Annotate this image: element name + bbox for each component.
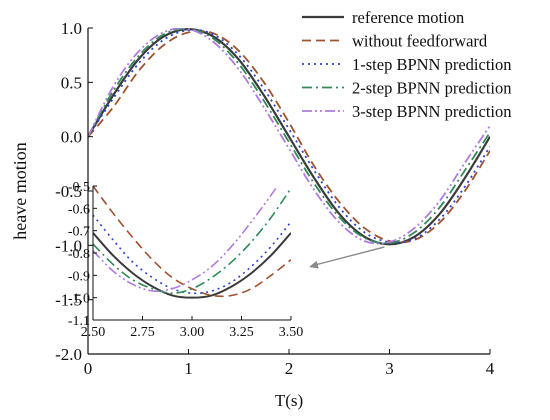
inset-y-tick-label: -0.5: [68, 180, 90, 195]
legend-label: without feedforward: [352, 32, 488, 51]
legend-label: 1-step BPNN prediction: [352, 55, 511, 74]
legend-label: reference motion: [352, 8, 464, 27]
legend-item: without feedforward: [302, 32, 488, 51]
legend-item: 1-step BPNN prediction: [302, 55, 511, 74]
inset-x-tick-label: 2.50: [81, 325, 106, 340]
x-tick-label: 4: [486, 359, 495, 378]
inset-y-tick-label: -0.7: [68, 225, 90, 240]
x-tick-label: 1: [184, 359, 193, 378]
y-tick-label: -1.0: [55, 236, 82, 255]
inset-background: [93, 186, 291, 320]
inset-zoom-plot: 2.50 2.75 3.00 3.25 3.50 -1.1 -1.0 -0.9 -0.8 -0.7…: [68, 180, 385, 340]
y-tick-label: 0.0: [61, 128, 82, 147]
x-tick-label: 2: [285, 359, 294, 378]
inset-y-tick-label: -0.9: [68, 269, 90, 284]
y-axis-label: heave motion: [10, 142, 30, 239]
x-tick-label: 3: [385, 359, 394, 378]
x-axis-label: T(s): [275, 391, 303, 410]
inset-x-tick-label: 3.50: [279, 325, 304, 340]
inset-series-line-3: [93, 187, 291, 295]
x-tick-label: 0: [84, 359, 93, 378]
series-line-1: [88, 30, 490, 244]
inset-y-tick-label: -0.6: [68, 202, 90, 217]
legend-item: reference motion: [302, 8, 464, 27]
inset-series-line-2: [93, 214, 291, 295]
y-tick-label: -2.0: [55, 345, 82, 364]
y-tick-label: -0.5: [55, 182, 82, 201]
legend: reference motion without feedforward 1-ste…: [302, 8, 511, 121]
legend-label: 2-step BPNN prediction: [352, 79, 511, 98]
inset-y-tick-label: -1.0: [68, 292, 90, 307]
series-line-4: [88, 28, 490, 245]
inset-x-tick-label: 3.00: [180, 325, 205, 340]
legend-label: 3-step BPNN prediction: [352, 102, 511, 121]
y-tick-label: 0.5: [61, 73, 82, 92]
y-tick-label: -1.5: [55, 291, 82, 310]
y-tick-label: 1.0: [61, 19, 82, 38]
legend-item: 2-step BPNN prediction: [302, 79, 511, 98]
legend-item: 3-step BPNN prediction: [302, 102, 511, 121]
inset-x-tick-label: 2.75: [130, 325, 155, 340]
inset-y-tick-label: -1.1: [68, 314, 90, 329]
inset-series-line-4: [93, 186, 279, 292]
inset-series-line-0: [93, 232, 291, 299]
inset-y-tick-label: -0.8: [68, 247, 90, 262]
zoom-pointer-arrow: [309, 246, 385, 269]
inset-x-tick-label: 3.25: [229, 325, 254, 340]
series-line-0: [88, 28, 490, 246]
